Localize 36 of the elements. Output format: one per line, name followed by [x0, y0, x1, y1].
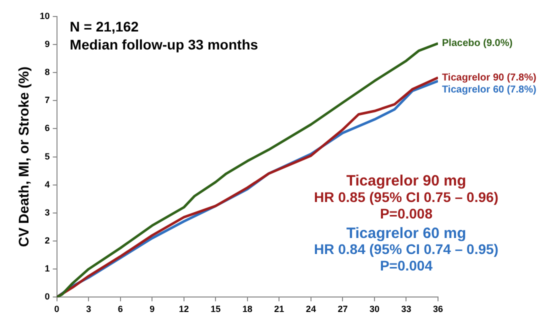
x-tick-label: 6 — [118, 304, 123, 314]
annotation: P=0.004 — [380, 258, 433, 274]
y-tick-label: 8 — [44, 67, 50, 78]
x-tick-label: 30 — [369, 304, 380, 314]
annotation: HR 0.85 (95% CI 0.75 – 0.96) — [314, 188, 498, 205]
x-tick-label: 33 — [401, 304, 412, 314]
x-tick-label: 12 — [178, 304, 189, 314]
series-label: Placebo (9.0%) — [442, 38, 513, 50]
x-tick-label: 36 — [432, 304, 444, 314]
annotation: P=0.008 — [380, 205, 433, 222]
x-tick-label: 24 — [306, 304, 316, 314]
y-tick-label: 2 — [44, 236, 50, 246]
y-tick-label: 5 — [44, 151, 50, 162]
y-tick-label: 7 — [44, 95, 50, 106]
x-tick-label: 18 — [242, 304, 252, 314]
y-tick-label: 0 — [44, 292, 50, 302]
x-tick-label: 0 — [54, 304, 60, 314]
annotation: Median follow-up 33 months — [70, 36, 258, 52]
annotation: N = 21,162 — [70, 18, 139, 34]
y-tick-label: 3 — [44, 207, 50, 218]
annotation: Ticagrelor 60 mg — [346, 224, 466, 242]
x-tick-label: 9 — [150, 304, 155, 314]
x-tick-label: 27 — [338, 304, 348, 314]
series-label: Ticagrelor 60 (7.8%) — [442, 84, 536, 96]
y-tick-label: 9 — [44, 38, 50, 49]
x-tick-label: 3 — [86, 304, 92, 314]
x-tick-label: 21 — [274, 304, 284, 314]
x-tick-label: 15 — [210, 304, 221, 314]
y-tick-label: 1 — [44, 264, 50, 274]
series-label: Ticagrelor 90 (7.8%) — [442, 72, 536, 84]
y-axis-title: CV Death, MI, or Stroke (%) — [15, 66, 32, 248]
y-tick-label: 6 — [44, 123, 50, 134]
y-tick-label: 4 — [44, 179, 50, 190]
y-tick-label: 10 — [40, 10, 50, 21]
annotation: Ticagrelor 90 mg — [346, 172, 466, 190]
annotation: HR 0.84 (95% CI 0.74 – 0.95) — [314, 241, 498, 258]
